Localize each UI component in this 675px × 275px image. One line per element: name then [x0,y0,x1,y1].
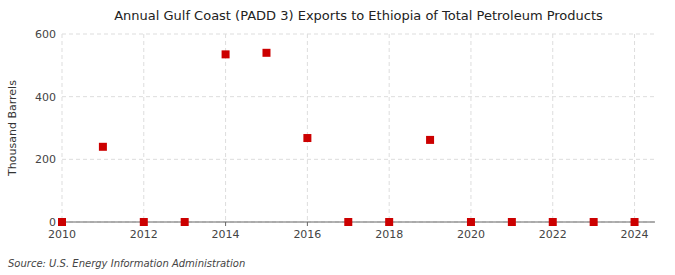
x-tick-label: 2018 [375,228,403,241]
x-tick [307,222,308,226]
grid-line-y [62,34,655,35]
point [140,218,148,226]
grid-line-x [62,34,63,222]
grid-line-x [552,34,553,222]
point [58,218,66,226]
points [58,49,639,226]
point [426,136,434,144]
point [222,50,230,58]
y-axis-label: Thousand Barrels [6,80,19,177]
point [385,218,393,226]
grid-line-x [634,34,635,222]
point [344,218,352,226]
grid-line-x [225,34,226,222]
grid [62,34,655,222]
point [549,218,557,226]
x-tick-label: 2010 [48,228,76,241]
grid-line-x [389,34,390,222]
grid-line-x [307,34,308,222]
point [303,134,311,142]
grid-line-y [62,96,655,97]
x-tick [225,222,226,226]
grid-line-y [62,159,655,160]
y-tick-label: 0 [49,216,56,229]
grid-line-x [470,34,471,222]
x-tick-label: 2012 [130,228,158,241]
source: Source: U.S. Energy Information Administ… [8,258,245,269]
point [590,218,598,226]
point [631,218,639,226]
x-tick-label: 2024 [621,228,649,241]
x-tick-label: 2016 [293,228,321,241]
x-tick-label: 2020 [457,228,485,241]
chart: 2010 2012 2014 2016 2018 2020 2022 2024 0 200 400 6… [0,0,675,275]
point [467,218,475,226]
grid-line-y [62,222,655,223]
point [262,49,270,57]
title: Annual Gulf Coast (PADD 3) Exports to Et… [114,8,603,23]
x-axis-line [62,222,655,223]
point [181,218,189,226]
plot-area [62,34,655,222]
chart-container: 2010 2012 2014 2016 2018 2020 2022 2024 0 200 400 6… [0,0,675,275]
point [99,143,107,151]
y-tick-label: 400 [35,91,56,104]
grid-line-x [143,34,144,222]
x-tick-label: 2014 [212,228,240,241]
y-tick-label: 200 [35,153,56,166]
x-tick-label: 2022 [539,228,567,241]
y-tick-label: 600 [35,28,56,41]
point [508,218,516,226]
